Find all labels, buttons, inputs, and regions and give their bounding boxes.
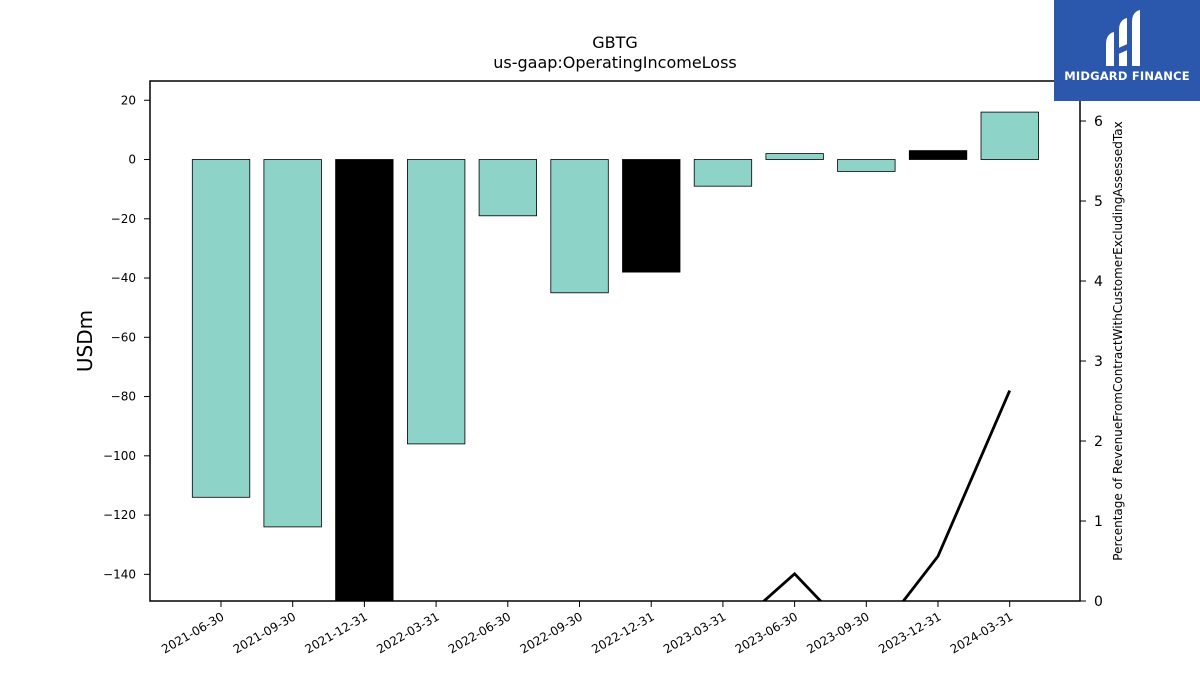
y2-tick-label: 1	[1094, 514, 1103, 530]
y2-tick-label: 3	[1094, 354, 1103, 370]
plot-frame	[149, 80, 1081, 602]
y2-axis-label: Percentage of RevenueFromContractWithCus…	[1111, 121, 1125, 560]
bar-2021-12-31	[335, 159, 394, 601]
x-tick-label: 2022-12-31	[589, 609, 656, 656]
bar-2021-06-30	[191, 159, 251, 498]
x-tick-label: 2023-06-30	[733, 609, 800, 656]
x-tick-label: 2022-06-30	[446, 609, 513, 656]
y2-tick-label: 4	[1094, 274, 1103, 290]
midgard-logo-icon	[1106, 10, 1140, 66]
y2-tick-label: 6	[1094, 114, 1103, 130]
y-tick-label: −20	[111, 212, 136, 226]
bar-2023-03-31	[693, 159, 753, 187]
bar-2022-09-30	[550, 159, 609, 294]
bar-2023-09-30	[837, 159, 896, 172]
y2-tick-label: 0	[1094, 594, 1103, 610]
x-tick-label: 2023-09-30	[804, 609, 871, 656]
chart-title: GBTG	[592, 33, 638, 52]
bar-2022-12-31	[622, 159, 681, 273]
bar-2023-06-30	[765, 153, 824, 160]
y2-tick-label: 2	[1094, 434, 1103, 450]
brand-logo: MIDGARD FINANCE	[1054, 0, 1200, 101]
line-series	[761, 390, 1011, 601]
brand-name: MIDGARD FINANCE	[1064, 69, 1190, 83]
y-tick-label: −40	[111, 271, 136, 285]
x-tick-label: 2023-12-31	[876, 609, 943, 656]
bar-2021-09-30	[263, 159, 322, 528]
x-tick-label: 2022-09-30	[518, 609, 585, 656]
chart-subtitle: us-gaap:OperatingIncomeLoss	[493, 53, 737, 72]
x-tick-label: 2022-03-31	[374, 609, 441, 656]
x-tick-label: 2023-03-31	[661, 609, 728, 656]
x-tick-label: 2021-09-30	[231, 609, 298, 656]
y-tick-label: −120	[103, 508, 136, 522]
x-tick-label: 2021-06-30	[159, 609, 226, 656]
y-tick-label: 0	[128, 153, 136, 167]
y-tick-label: 20	[121, 93, 136, 107]
bar-2022-06-30	[478, 159, 538, 217]
bar-2024-03-31	[980, 111, 1039, 160]
bar-2022-03-31	[406, 159, 466, 445]
x-tick-label: 2024-03-31	[948, 609, 1015, 656]
y-axis-label: USDm	[73, 310, 97, 372]
y2-tick-label: 5	[1094, 194, 1103, 210]
x-tick-label: 2021-12-31	[302, 609, 369, 656]
bar-2023-12-31	[908, 150, 968, 160]
y-tick-label: −80	[111, 390, 136, 404]
y-tick-label: −100	[103, 449, 136, 463]
y-tick-label: −140	[103, 567, 136, 581]
y-tick-label: −60	[111, 330, 136, 344]
